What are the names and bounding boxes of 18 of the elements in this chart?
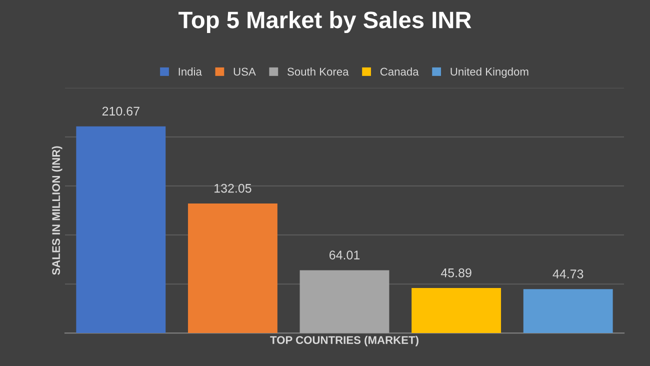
data-label: 64.01 — [329, 250, 360, 260]
y-axis-title: SALES IN MILLION (INR) — [52, 146, 62, 275]
data-label: 44.73 — [552, 270, 584, 278]
data-label: 45.89 — [440, 268, 472, 278]
legend-label: USA — [234, 68, 256, 76]
data-label: 132.05 — [214, 184, 252, 193]
bar — [300, 270, 390, 334]
bar — [412, 288, 502, 334]
legend-label: India — [178, 67, 202, 76]
bar — [188, 204, 278, 334]
legend-label: Canada — [380, 67, 419, 76]
data-label: 210.67 — [102, 106, 140, 116]
x-axis-title: TOP COUNTRIES (MARKET) — [270, 336, 418, 346]
bar — [523, 289, 613, 334]
legend-label: United Kingdom — [450, 67, 528, 78]
legend-label: South Korea — [287, 67, 349, 76]
chart-title: Top 5 Market by Sales INR — [178, 10, 472, 33]
bar — [76, 126, 166, 334]
